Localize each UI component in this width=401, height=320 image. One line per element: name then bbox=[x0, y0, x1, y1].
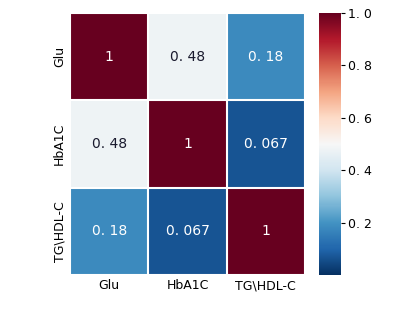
Text: 0. 48: 0. 48 bbox=[92, 137, 127, 151]
Text: 0. 18: 0. 18 bbox=[92, 224, 127, 238]
Text: 0. 48: 0. 48 bbox=[170, 50, 205, 64]
Text: 1: 1 bbox=[261, 224, 270, 238]
Text: 0. 067: 0. 067 bbox=[166, 224, 209, 238]
Text: 1: 1 bbox=[105, 50, 114, 64]
Text: 0. 067: 0. 067 bbox=[244, 137, 288, 151]
Text: 0. 18: 0. 18 bbox=[248, 50, 283, 64]
Text: 1: 1 bbox=[183, 137, 192, 151]
